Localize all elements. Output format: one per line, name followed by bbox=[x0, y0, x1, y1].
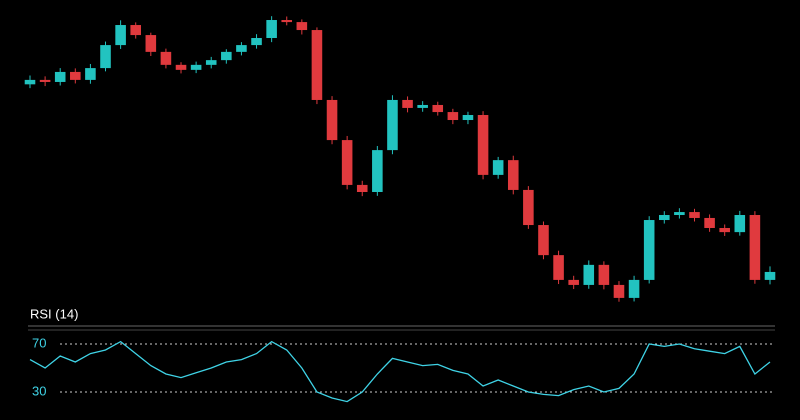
candle-body bbox=[39, 79, 51, 82]
candle-body bbox=[583, 264, 595, 285]
candle-body bbox=[523, 189, 534, 226]
candle-body bbox=[296, 22, 308, 31]
candle-body bbox=[205, 60, 217, 65]
candle-body bbox=[341, 140, 353, 185]
candle-body bbox=[326, 99, 338, 141]
candle-body bbox=[115, 25, 126, 46]
candle-body bbox=[311, 30, 323, 100]
candle-body bbox=[251, 38, 262, 46]
candle-body bbox=[704, 217, 715, 228]
candle-body bbox=[85, 68, 96, 80]
candle-body bbox=[719, 227, 730, 233]
candle-body bbox=[538, 225, 549, 256]
candle-body bbox=[659, 215, 670, 221]
candle-body bbox=[598, 264, 610, 285]
candle-body bbox=[387, 99, 398, 151]
candle-body bbox=[70, 71, 81, 80]
candle-body bbox=[643, 220, 655, 280]
candle-body bbox=[749, 215, 761, 280]
rsi-line bbox=[29, 340, 771, 403]
candle-body bbox=[221, 51, 232, 61]
candle-body bbox=[628, 279, 640, 298]
candle-body bbox=[462, 115, 474, 121]
candle-body bbox=[130, 25, 141, 36]
candle-body bbox=[145, 35, 157, 52]
candle-body bbox=[266, 20, 277, 39]
candle-body bbox=[175, 64, 187, 70]
candle-body bbox=[100, 45, 111, 69]
candle-body bbox=[447, 112, 459, 121]
candle-body bbox=[24, 79, 36, 85]
candle-body bbox=[734, 215, 746, 233]
y-tick-label: 70 bbox=[32, 335, 46, 350]
candle-body bbox=[613, 284, 625, 298]
y-tick-label: 30 bbox=[32, 383, 46, 398]
candle-body bbox=[190, 64, 202, 70]
candle-body bbox=[492, 160, 504, 175]
candle-body bbox=[432, 104, 444, 113]
candle-body bbox=[568, 279, 579, 285]
candle-body bbox=[674, 212, 685, 216]
candle-body bbox=[507, 160, 519, 190]
candle-body bbox=[402, 99, 413, 108]
rsi-title: RSI (14) bbox=[30, 306, 78, 321]
candle-body bbox=[160, 51, 172, 65]
candle-body bbox=[417, 104, 428, 108]
candle-body bbox=[764, 271, 776, 280]
candle-body bbox=[356, 184, 368, 192]
candle-body bbox=[477, 115, 489, 175]
candle-body bbox=[372, 150, 383, 192]
candle-body bbox=[689, 212, 700, 218]
candle-body bbox=[54, 71, 66, 82]
candle-body bbox=[553, 255, 564, 280]
candle-body bbox=[281, 20, 293, 23]
candle-body bbox=[236, 45, 247, 52]
